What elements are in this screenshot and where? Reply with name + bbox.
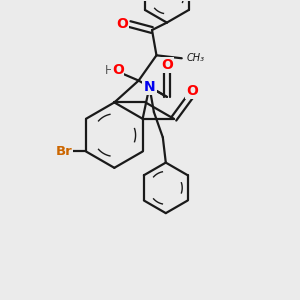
- Text: Br: Br: [56, 145, 72, 158]
- Text: O: O: [112, 63, 124, 77]
- Text: H: H: [105, 64, 114, 77]
- Text: O: O: [186, 84, 198, 98]
- Text: O: O: [116, 17, 128, 31]
- Text: CH₃: CH₃: [187, 53, 205, 63]
- Text: O: O: [161, 58, 173, 72]
- Text: N: N: [144, 80, 155, 94]
